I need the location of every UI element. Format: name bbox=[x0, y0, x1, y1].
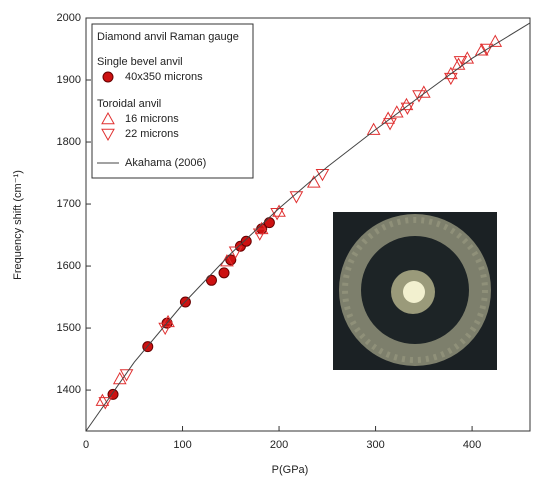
x-tick-label: 100 bbox=[173, 439, 191, 451]
legend-label: 40x350 microns bbox=[125, 71, 203, 83]
legend-title: Diamond anvil Raman gauge bbox=[97, 31, 239, 43]
x-tick-label: 300 bbox=[366, 439, 384, 451]
y-tick-label: 1500 bbox=[57, 322, 81, 334]
y-tick-label: 2000 bbox=[57, 12, 81, 24]
data-point bbox=[264, 218, 274, 228]
y-tick-label: 1900 bbox=[57, 74, 81, 86]
data-point bbox=[241, 236, 251, 246]
x-tick-label: 400 bbox=[463, 439, 481, 451]
x-tick-label: 200 bbox=[270, 439, 288, 451]
x-axis-label: P(GPa) bbox=[272, 464, 309, 476]
data-point bbox=[219, 268, 229, 278]
inset-photo bbox=[333, 212, 497, 370]
legend-label: 22 microns bbox=[125, 128, 179, 140]
data-point bbox=[368, 124, 380, 135]
chart: P(GPa) Frequency shift (cm⁻¹) Diamond an… bbox=[0, 0, 533, 481]
legend-section: Toroidal anvil bbox=[97, 98, 161, 110]
x-tick-label: 0 bbox=[83, 439, 89, 451]
y-tick-label: 1400 bbox=[57, 384, 81, 396]
legend-swatch bbox=[103, 72, 113, 82]
legend-label: Akahama (2006) bbox=[125, 157, 206, 169]
y-tick-label: 1800 bbox=[57, 136, 81, 148]
data-point bbox=[384, 119, 396, 130]
legend-label: 16 microns bbox=[125, 113, 179, 125]
y-axis-label: Frequency shift (cm⁻¹) bbox=[12, 170, 24, 280]
legend-section: Single bevel anvil bbox=[97, 56, 183, 68]
data-point bbox=[206, 275, 216, 285]
y-tick-label: 1600 bbox=[57, 260, 81, 272]
y-tick-label: 1700 bbox=[57, 198, 81, 210]
